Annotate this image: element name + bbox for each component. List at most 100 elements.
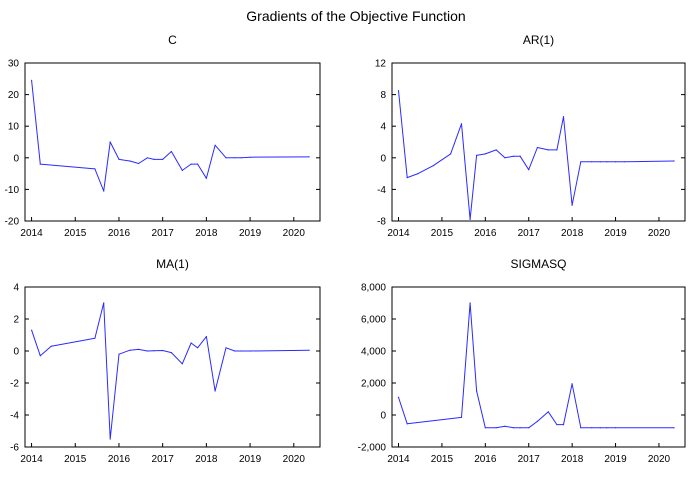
x-tick-label: 2020 <box>648 228 671 239</box>
y-tick-label: 8 <box>380 90 386 101</box>
data-point <box>571 383 573 385</box>
data-point <box>450 153 452 155</box>
y-tick-label: 30 <box>8 59 20 70</box>
panel-ar1: AR(1) -8 -4 0 4 8 12 2014 2015 2016 2017 2018 2019 20… <box>375 33 686 239</box>
x-tick-label: 2014 <box>20 228 43 239</box>
data-point <box>673 160 675 162</box>
data-point <box>599 427 602 429</box>
data-point <box>109 438 111 440</box>
x-tick-label: 2017 <box>518 228 541 239</box>
data-point <box>146 350 148 352</box>
x-tick-label: 2016 <box>474 228 497 239</box>
x-tick-label: 2016 <box>474 454 497 465</box>
data-point <box>591 161 593 163</box>
x-tick-label: 2014 <box>20 454 43 465</box>
data-point <box>406 423 408 425</box>
data-point <box>234 157 236 159</box>
y-tick-label: 0 <box>380 153 386 164</box>
data-point <box>495 427 497 429</box>
data-point <box>460 416 463 418</box>
data-point <box>138 162 140 165</box>
x-tick-label: 2016 <box>108 228 131 239</box>
data-point <box>31 329 33 331</box>
data-point <box>31 79 33 81</box>
series-line <box>398 302 675 429</box>
y-tick-label: 2,000 <box>361 379 386 390</box>
data-point <box>397 396 400 398</box>
data-point <box>214 390 216 392</box>
panel-ma1: MA(1) -6 -4 -2 0 2 4 2014 2015 2016 2017 2018 2019 20… <box>10 257 321 465</box>
data-point <box>484 427 486 429</box>
data-point <box>614 161 617 163</box>
data-point <box>469 302 471 304</box>
plot-frame <box>24 286 321 448</box>
data-point <box>109 141 111 143</box>
data-point <box>138 348 140 350</box>
data-point <box>50 345 52 347</box>
data-point <box>153 350 155 352</box>
figure-title: Gradients of the Objective Function <box>246 8 465 24</box>
data-point <box>432 165 434 167</box>
plot-frame <box>24 62 321 222</box>
data-point <box>397 90 400 92</box>
data-point <box>556 149 558 151</box>
x-tick-label: 2019 <box>604 228 627 239</box>
data-point <box>170 352 172 354</box>
x-tick-label: 2015 <box>64 454 87 465</box>
data-point <box>190 342 192 344</box>
data-point <box>190 163 192 165</box>
data-point <box>181 363 183 365</box>
x-tick-label: 2019 <box>239 454 262 465</box>
data-point <box>240 157 242 159</box>
data-point <box>504 157 506 159</box>
x-tick-label: 2017 <box>518 454 541 465</box>
data-point <box>547 411 549 413</box>
panel-title: SIGMASQ <box>510 257 566 271</box>
y-tick-label: 10 <box>8 122 20 133</box>
series-line <box>31 302 310 440</box>
data-point <box>249 156 251 158</box>
panel-sigmasq: SIGMASQ -2,000 0 2,000 4,000 6,000 8,000 2014 20… <box>358 257 686 465</box>
data-point <box>249 350 251 352</box>
data-point <box>495 149 497 151</box>
data-point <box>476 390 478 392</box>
data-point <box>536 146 539 149</box>
data-point <box>528 169 530 171</box>
y-tick-label: 12 <box>375 59 387 70</box>
x-tick-label: 2020 <box>283 454 306 465</box>
data-point <box>225 347 227 349</box>
data-point <box>504 425 506 427</box>
data-point <box>547 149 549 151</box>
data-point <box>94 337 96 339</box>
y-tick-label: 0 <box>13 347 19 358</box>
data-point <box>519 155 521 157</box>
x-tick-label: 2018 <box>561 228 584 239</box>
data-point <box>162 349 164 352</box>
data-point <box>519 427 521 429</box>
data-point <box>580 427 582 429</box>
x-tick-label: 2018 <box>561 454 584 465</box>
data-point <box>103 302 105 304</box>
data-point <box>606 161 608 163</box>
x-tick-label: 2014 <box>387 228 410 239</box>
data-point <box>591 427 593 429</box>
data-point <box>214 144 216 146</box>
data-point <box>556 424 558 426</box>
x-tick-label: 2015 <box>431 454 454 465</box>
x-tick-label: 2017 <box>152 228 175 239</box>
data-point <box>118 353 120 355</box>
y-tick-label: -4 <box>377 185 386 196</box>
data-point <box>129 160 131 162</box>
panel-title: AR(1) <box>523 33 554 47</box>
data-point <box>118 158 120 160</box>
data-point <box>146 157 148 159</box>
x-tick-label: 2019 <box>604 454 627 465</box>
x-tick-label: 2017 <box>152 454 175 465</box>
data-point <box>469 218 471 220</box>
data-point <box>614 427 617 429</box>
series-line <box>398 90 675 220</box>
x-tick-label: 2014 <box>387 454 410 465</box>
data-point <box>606 427 608 429</box>
data-point <box>39 355 41 357</box>
data-point <box>225 157 227 159</box>
